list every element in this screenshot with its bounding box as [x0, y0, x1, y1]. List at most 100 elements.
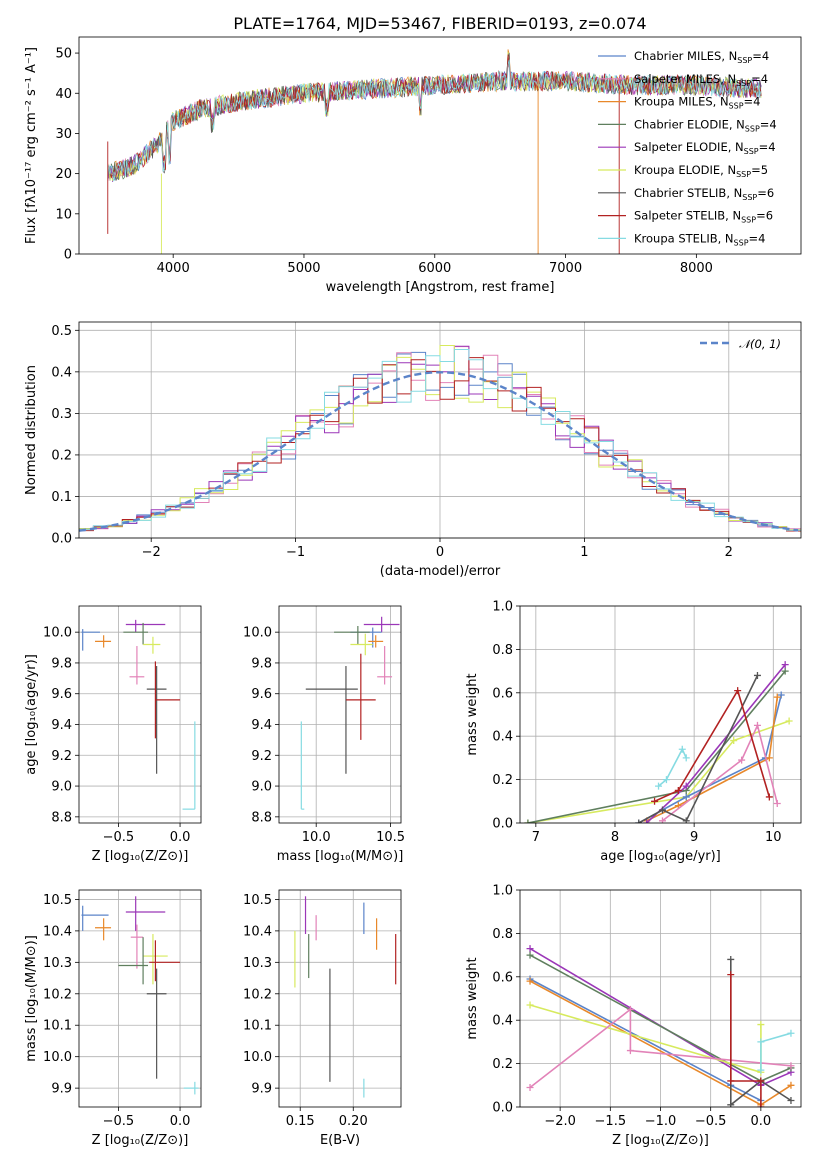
x-tick-label: 2	[725, 545, 733, 560]
series-marker	[682, 754, 690, 762]
series-line	[662, 723, 779, 822]
histogram-line	[79, 346, 801, 533]
errorbar-point	[305, 666, 358, 774]
y-axis-label: mass weight	[465, 673, 480, 755]
y-tick-label: 0.6	[492, 686, 513, 701]
x-tick-label: 7	[532, 830, 540, 845]
series-marker	[757, 1066, 765, 1074]
legend-label-tail: =4	[751, 72, 768, 86]
y-tick-label: 9.6	[51, 687, 72, 702]
errorbar-point	[183, 1081, 199, 1095]
axes-residuals: −2 −1 0 1 2 0.0 0.1 0.2 0.3 0.4 0.5 (data-model)/er…	[24, 321, 802, 579]
y-tick-label: 40	[55, 87, 72, 102]
series-marker	[787, 1081, 795, 1089]
legend-label: 𝒩(0, 1)	[739, 337, 781, 351]
series-marker	[524, 819, 532, 823]
errorbar-point	[118, 937, 149, 985]
y-axis-label: mass weight	[465, 957, 480, 1039]
y-tick-label: 0.8	[492, 927, 513, 942]
plot-area-residuals	[79, 345, 801, 533]
series-line	[638, 694, 782, 823]
errorbar-point	[146, 968, 167, 1079]
y-tick-label: 0.8	[492, 643, 513, 658]
series-marker	[526, 1083, 534, 1091]
x-axis-label: age [log₁₀(age/yr)]	[600, 849, 721, 864]
series-marker	[738, 756, 746, 764]
x-tick-label: −1	[286, 545, 305, 560]
series-line	[529, 978, 762, 1102]
legend-label-main: Salpeter ELODIE, N	[634, 140, 744, 154]
series-marker	[730, 737, 738, 745]
y-tick-label: 10.3	[243, 956, 272, 971]
y-tick-label: 0.4	[492, 730, 513, 745]
axes-mass-vs-EBV: 0.15 0.20 9.9 10.0 10.1 10.2 10.3 10.4 10.5 E(B-V…	[243, 889, 402, 1148]
y-tick-label: 9.8	[51, 656, 72, 671]
errorbar-point	[125, 896, 166, 931]
axes-frame	[78, 36, 802, 255]
series-marker	[626, 1047, 634, 1055]
histogram-line	[79, 349, 801, 532]
series-line	[646, 664, 786, 823]
legend-label-main: Chabrier ELODIE, N	[634, 117, 745, 131]
y-tick-label: 0.0	[51, 532, 72, 547]
y-tick-label: 10.4	[243, 924, 272, 939]
axes-frame	[519, 889, 802, 1108]
y-tick-label: 10.4	[43, 924, 72, 939]
series-marker	[757, 1038, 765, 1046]
y-tick-label: 10.1	[243, 1019, 272, 1034]
legend-label: Salpeter ELODIE, NSSP=4	[634, 140, 776, 156]
y-tick-label: 0.3	[51, 407, 72, 422]
series-marker	[727, 1101, 735, 1107]
x-tick-label: −2.0	[544, 1114, 576, 1129]
y-tick-label: 9.4	[251, 718, 272, 733]
x-tick-label: −0.5	[103, 1114, 135, 1129]
series-marker	[526, 951, 534, 959]
x-tick-label: 9	[690, 830, 698, 845]
series-line	[657, 747, 687, 787]
series-marker	[781, 667, 789, 675]
y-tick-label: 9.0	[251, 780, 272, 795]
legend-label-main: Salpeter MILES, N	[634, 72, 736, 86]
axes-frame	[278, 605, 402, 824]
legend-label-sub: SSP	[729, 102, 744, 111]
y-tick-label: 10.0	[243, 1050, 272, 1065]
y-tick-label: 9.2	[251, 749, 272, 764]
x-tick-label: 8000	[680, 261, 713, 276]
y-tick-label: 9.8	[251, 656, 272, 671]
errorbar-point	[182, 721, 196, 810]
axes-age-vs-Z: −0.5 0.0 8.8 9.0 9.2 9.4 9.6 9.8 10.0 Z [log₁₀(Z/…	[24, 605, 202, 864]
y-tick-label: 10.3	[43, 956, 72, 971]
y-tick-label: 10.2	[243, 987, 272, 1002]
x-tick-label: 10.0	[302, 830, 331, 845]
series-marker	[658, 806, 666, 814]
axes-frame	[78, 321, 802, 539]
y-axis-label: Flux [fλ10⁻¹⁷ erg cm⁻² s⁻¹ A⁻¹]	[24, 47, 39, 244]
x-tick-label: −0.5	[103, 830, 135, 845]
series-marker	[526, 977, 534, 985]
series-marker	[662, 776, 670, 784]
axes-frame	[519, 605, 802, 824]
errorbar-point	[377, 646, 393, 685]
y-tick-label: 10.5	[43, 893, 72, 908]
series-marker	[643, 819, 651, 823]
axes-frame	[78, 605, 202, 824]
y-tick-label: 9.4	[51, 718, 72, 733]
legend-label-tail: =6	[756, 209, 773, 223]
histogram-line	[79, 345, 801, 533]
y-tick-label: 1.0	[492, 600, 513, 615]
series-line	[638, 675, 759, 823]
y-tick-label: 1.0	[492, 884, 513, 899]
legend-label-sub: SSP	[737, 56, 752, 65]
legend-label-sub: SSP	[744, 147, 759, 156]
legend-label-tail: =6	[757, 186, 774, 200]
x-tick-label: 0.0	[751, 1114, 772, 1129]
legend-label-sub: SSP	[734, 238, 749, 247]
series-marker	[734, 687, 742, 695]
x-tick-label: 1	[580, 545, 588, 560]
x-axis-label: Z [log₁₀(Z/Z⊙)]	[612, 1133, 709, 1148]
legend-label: Salpeter MILES, NSSP=4	[634, 72, 768, 88]
plot-area-mass-vs-EBV	[294, 896, 397, 1098]
legend-label: Kroupa ELODIE, NSSP=5	[634, 163, 768, 179]
figure-title: PLATE=1764, MJD=53467, FIBERID=0193, z=0…	[233, 14, 646, 33]
